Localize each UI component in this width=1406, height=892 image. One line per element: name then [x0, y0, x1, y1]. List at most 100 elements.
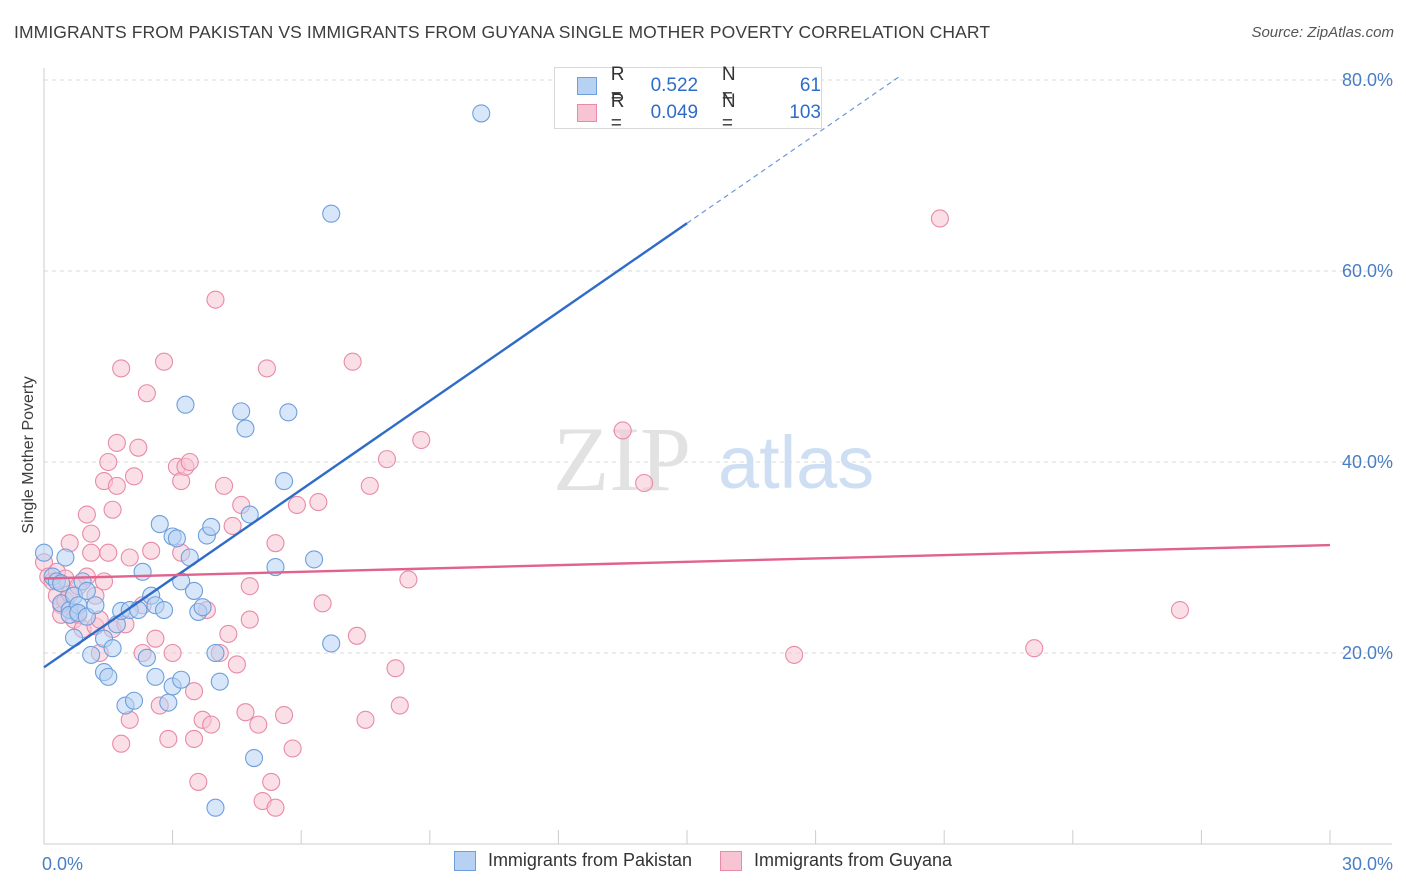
- x-axis-ticks: [43, 830, 1331, 844]
- y-tick-labels: 20.0% 40.0% 60.0% 80.0%: [1342, 70, 1393, 663]
- x-tick-label: 0.0%: [42, 854, 83, 874]
- pakistan-swatch: [453, 850, 476, 871]
- pakistan-point: [137, 648, 156, 667]
- legend-item-guyana[interactable]: Immigrants from Guyana: [720, 850, 952, 871]
- n-label: N =: [721, 91, 736, 134]
- guyana-point: [613, 421, 632, 440]
- guyana-point: [214, 476, 234, 495]
- guyana-point: [227, 655, 246, 674]
- r-label: R =: [610, 91, 625, 134]
- guyana-point: [1170, 600, 1190, 620]
- guyana-point: [223, 516, 242, 536]
- guyana-point: [313, 594, 332, 613]
- watermark: ZIP atlas: [553, 408, 874, 510]
- guyana-point: [249, 715, 268, 734]
- y-tick-label: 80.0%: [1342, 70, 1393, 90]
- pakistan-point: [279, 403, 298, 422]
- guyana-point: [94, 572, 114, 591]
- pakistan-point: [82, 645, 101, 664]
- pakistan-point: [244, 748, 264, 768]
- y-axis-label: Single Mother Poverty: [20, 376, 37, 533]
- n-value: 103: [789, 102, 821, 123]
- n-value: 61: [799, 75, 821, 96]
- stats-row-pakistan: R = 0.522 N = 61: [577, 64, 821, 107]
- guyana-point: [266, 798, 285, 817]
- guyana-point: [240, 610, 259, 629]
- guyana-point: [77, 505, 96, 524]
- guyana-point: [180, 452, 199, 472]
- guyana-point: [184, 682, 204, 701]
- pakistan-trend-extension: [686, 74, 902, 224]
- legend-label-pakistan: Immigrants from Pakistan: [487, 850, 692, 870]
- y-tick-label: 60.0%: [1342, 261, 1393, 281]
- guyana-point: [360, 476, 379, 495]
- guyana-point: [386, 659, 405, 678]
- pakistan-point: [159, 693, 178, 712]
- guyana-point: [206, 290, 225, 309]
- pakistan-point: [146, 667, 165, 686]
- y-tick-label: 20.0%: [1342, 643, 1393, 663]
- pakistan-point: [167, 529, 186, 548]
- stats-legend: R = 0.522 N = 61 R = 0.049 N = 103: [554, 64, 822, 134]
- guyana-point: [82, 524, 101, 543]
- pakistan-point: [184, 581, 204, 600]
- watermark-atlas: atlas: [718, 421, 874, 504]
- guyana-point: [930, 209, 949, 228]
- guyana-point: [163, 643, 182, 663]
- guyana-point: [159, 729, 178, 749]
- guyana-point: [257, 359, 276, 378]
- r-value: 0.049: [650, 102, 699, 123]
- legend-label-guyana: Immigrants from Guyana: [754, 850, 953, 870]
- pakistan-point: [154, 600, 174, 620]
- guyana-point: [107, 433, 126, 452]
- guyana-point: [356, 710, 375, 729]
- guyana-point: [112, 734, 131, 753]
- guyana-point: [412, 430, 431, 450]
- pakistan-point: [34, 543, 54, 562]
- guyana-point: [142, 541, 161, 560]
- x-tick-label: 30.0%: [1342, 854, 1393, 874]
- pakistan-point: [232, 402, 251, 421]
- series-guyana-points: [34, 209, 1190, 817]
- pakistan-point: [236, 419, 255, 438]
- guyana-trend-line: [43, 543, 1331, 580]
- guyana-swatch: [577, 104, 597, 122]
- guyana-point: [1025, 639, 1044, 658]
- guyana-point: [184, 729, 204, 749]
- guyana-point: [390, 696, 409, 715]
- pakistan-point: [206, 643, 225, 663]
- guyana-point: [124, 467, 144, 486]
- guyana-point: [240, 577, 259, 596]
- guyana-point: [399, 570, 418, 589]
- guyana-point: [129, 438, 148, 457]
- pakistan-point: [275, 472, 294, 491]
- trend-lines: [43, 74, 1331, 669]
- pakistan-point: [172, 670, 191, 689]
- source-label: Source: ZipAtlas.com: [1251, 24, 1394, 41]
- guyana-point: [275, 706, 294, 725]
- pakistan-swatch: [577, 77, 597, 95]
- gridlines: [44, 79, 1392, 654]
- guyana-swatch: [720, 850, 742, 871]
- pakistan-point: [77, 581, 96, 600]
- pakistan-point: [133, 562, 152, 581]
- pakistan-point: [240, 505, 259, 524]
- n-label: N =: [721, 64, 736, 107]
- chart-title: IMMIGRANTS FROM PAKISTAN VS IMMIGRANTS F…: [14, 22, 991, 42]
- r-label: R =: [610, 64, 625, 107]
- pakistan-point: [193, 598, 212, 617]
- legend-item-pakistan[interactable]: Immigrants from Pakistan: [453, 850, 692, 871]
- pakistan-point: [322, 634, 341, 653]
- pakistan-point: [176, 395, 195, 414]
- guyana-point: [82, 543, 101, 562]
- guyana-point: [99, 543, 118, 562]
- pakistan-point: [322, 204, 341, 223]
- guyana-point: [137, 384, 156, 403]
- pakistan-point: [202, 517, 221, 536]
- guyana-point: [219, 624, 238, 643]
- guyana-point: [343, 352, 362, 371]
- guyana-point: [189, 772, 208, 791]
- guyana-point: [635, 473, 654, 493]
- pakistan-point: [206, 798, 225, 817]
